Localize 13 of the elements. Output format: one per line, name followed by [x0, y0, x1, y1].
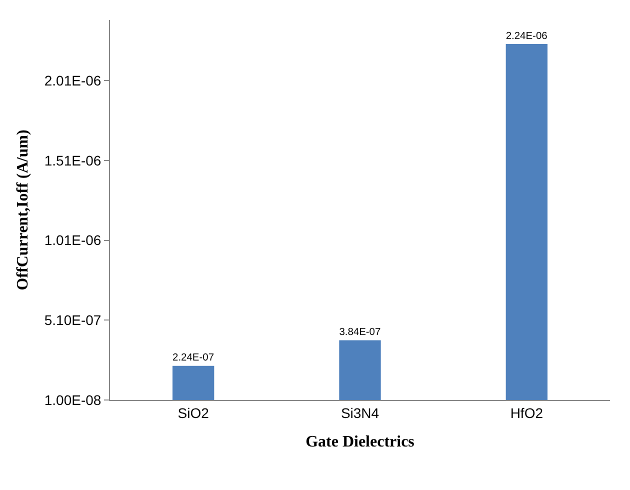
y-tick-label: 5.10E-07 [44, 312, 102, 328]
y-axis-title: OffCurrent,Ioff (A/um) [14, 130, 32, 290]
y-tick-label: 1.00E-08 [44, 392, 102, 408]
data-label: 3.84E-07 [339, 327, 381, 338]
y-tick-label: 2.01E-06 [44, 72, 102, 89]
data-label: 2.24E-06 [506, 30, 548, 42]
x-tick-label: SiO2 [178, 404, 210, 421]
y-tick-label: 1.01E-06 [44, 232, 102, 248]
x-tick-label: HfO2 [510, 404, 544, 421]
data-label: 2.24E-07 [172, 352, 214, 364]
x-tick-label: Si3N4 [340, 404, 380, 421]
y-tick-label: 1.51E-06 [44, 152, 102, 168]
x-axis-title: Gate Dielectrics [306, 434, 414, 450]
